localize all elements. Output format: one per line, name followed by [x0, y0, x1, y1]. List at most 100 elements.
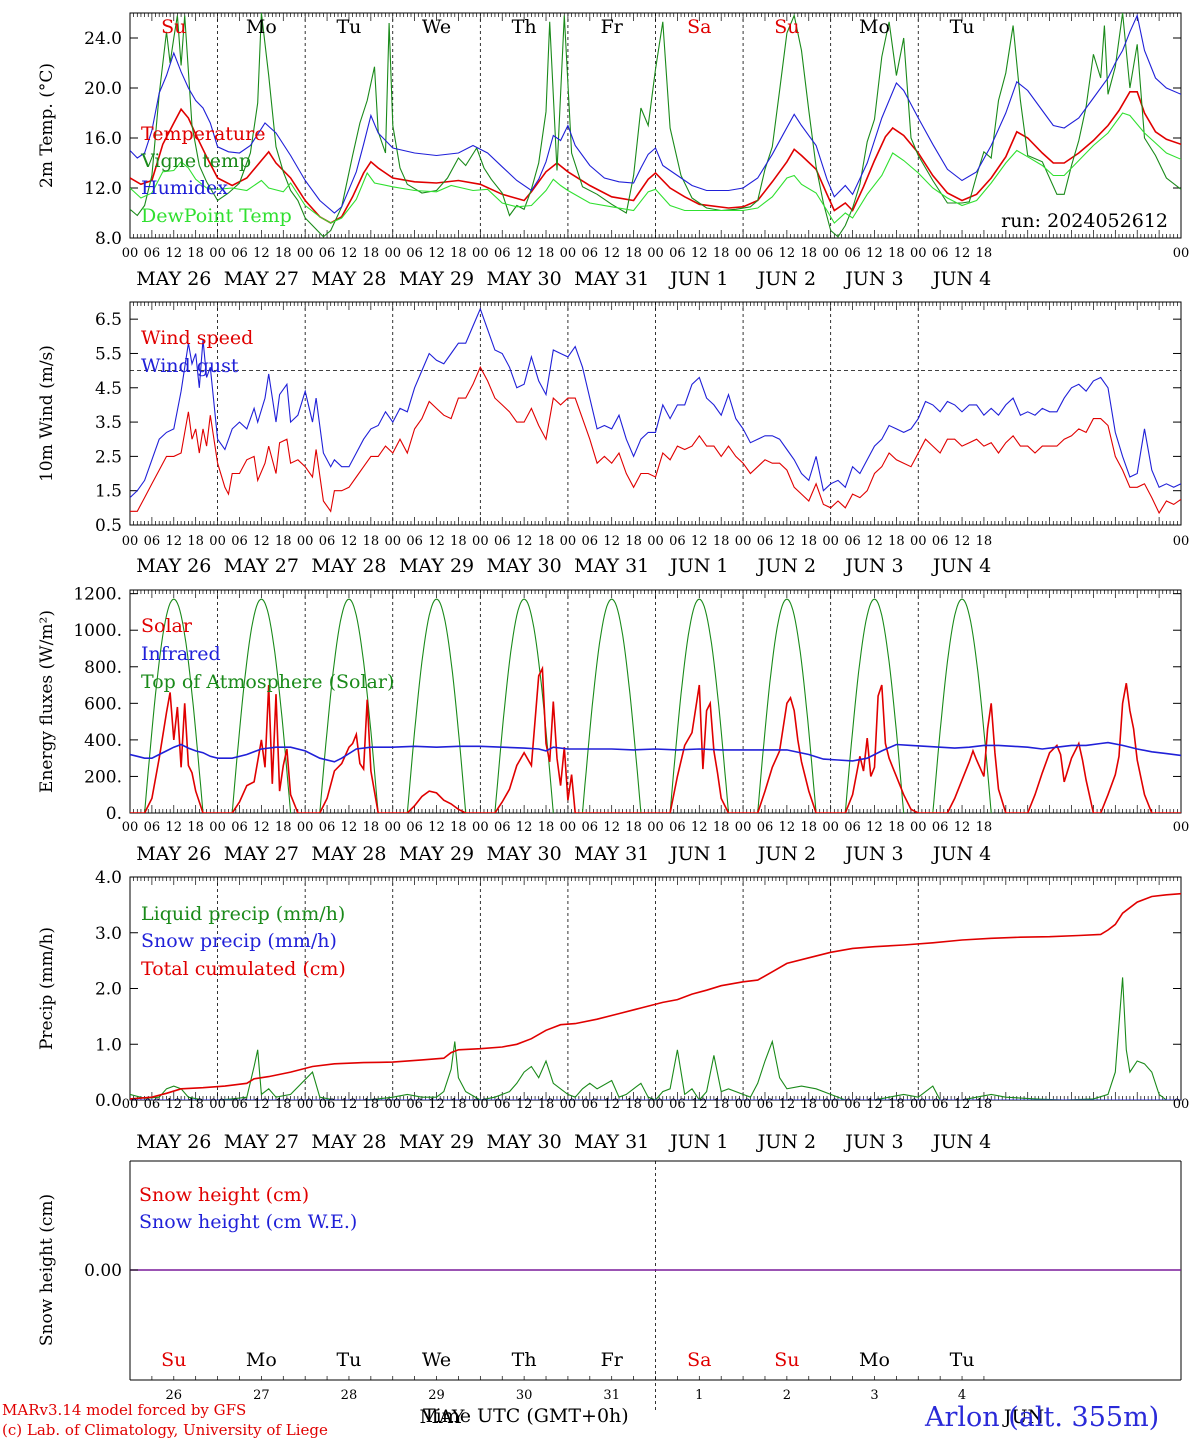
- legend-entry: Top of Atmosphere (Solar): [141, 671, 394, 693]
- hour-label: 18: [275, 246, 292, 261]
- plot-area: [130, 892, 1181, 1100]
- date-label: JUN 4: [931, 1131, 991, 1153]
- legend-entry: Temperature: [141, 123, 265, 145]
- hour-label: 06: [757, 820, 774, 835]
- hour-label: 18: [976, 1097, 993, 1112]
- date-label: MAY 27: [224, 555, 299, 577]
- hour-label: 12: [603, 1097, 620, 1112]
- hour-label: 06: [844, 246, 861, 261]
- hour-label: 06: [231, 820, 248, 835]
- hour-label: 12: [253, 246, 270, 261]
- series-line-3: [130, 892, 1181, 1100]
- hour-label: 18: [275, 1097, 292, 1112]
- legend-entry: Infrared: [141, 643, 221, 665]
- hour-label: 18: [888, 820, 905, 835]
- y-tick-label: 8.0: [95, 229, 122, 249]
- hour-label: 18: [976, 246, 993, 261]
- hour-label: 00: [122, 534, 139, 549]
- day-of-week-label: Sa: [687, 1349, 711, 1371]
- date-label: JUN 1: [668, 843, 728, 865]
- day-number-label: 1: [695, 1388, 703, 1403]
- hour-label: 12: [166, 246, 183, 261]
- y-axis-label: 10m Wind (m/s): [37, 345, 57, 482]
- date-label: MAY 26: [136, 1131, 211, 1153]
- hour-label: 06: [757, 246, 774, 261]
- hour-label: 06: [494, 534, 511, 549]
- hour-label: 12: [954, 246, 971, 261]
- hour-label: 12: [779, 534, 796, 549]
- hour-label: 06: [757, 534, 774, 549]
- y-tick-label: 4.5: [95, 379, 122, 399]
- hour-label: 12: [603, 820, 620, 835]
- y-tick-label: 20.0: [84, 79, 122, 99]
- hour-label: 00: [1173, 820, 1190, 835]
- hour-label: 12: [341, 820, 358, 835]
- day-number-label: 26: [166, 1388, 183, 1403]
- hour-label: 06: [494, 246, 511, 261]
- y-tick-label: 1.0: [95, 1035, 122, 1055]
- date-label: JUN 1: [668, 1131, 728, 1153]
- date-label: JUN 1: [668, 555, 728, 577]
- hour-label: 00: [735, 246, 752, 261]
- hour-label: 18: [888, 534, 905, 549]
- hour-label: 12: [253, 820, 270, 835]
- run-label: run: 2024052612: [1001, 210, 1168, 232]
- y-tick-label: 12.0: [84, 179, 122, 199]
- hour-label: 00: [647, 534, 664, 549]
- hour-label: 00: [822, 1097, 839, 1112]
- date-label: JUN 2: [756, 1131, 816, 1153]
- hour-label: 18: [187, 820, 204, 835]
- hour-label: 18: [187, 246, 204, 261]
- y-axis-label: Snow height (cm): [37, 1194, 57, 1346]
- legend-entry: Snow precip (mm/h): [141, 930, 337, 952]
- hour-label: 06: [144, 1097, 161, 1112]
- date-label: MAY 27: [224, 268, 299, 290]
- hour-label: 06: [932, 820, 949, 835]
- hour-label: 00: [910, 1097, 927, 1112]
- hour-label: 00: [384, 1097, 401, 1112]
- hour-label: 00: [910, 246, 927, 261]
- date-label: JUN 3: [843, 843, 903, 865]
- series-line-1: [130, 91, 1181, 224]
- day-number-label: 2: [783, 1388, 791, 1403]
- hour-label: 00: [384, 534, 401, 549]
- hour-label: 00: [647, 1097, 664, 1112]
- hour-label: 12: [866, 246, 883, 261]
- date-label: JUN 3: [843, 268, 903, 290]
- hour-label: 06: [144, 246, 161, 261]
- hour-label: 06: [494, 1097, 511, 1112]
- hour-label: 06: [406, 1097, 423, 1112]
- date-label: MAY 26: [136, 268, 211, 290]
- hour-label: 12: [516, 534, 533, 549]
- month-label: JUN: [1002, 1406, 1044, 1428]
- date-label: JUN 4: [931, 555, 991, 577]
- hour-label: 06: [319, 820, 336, 835]
- hour-label: 06: [669, 246, 686, 261]
- hour-label: 12: [428, 1097, 445, 1112]
- legend-entry: Snow height (cm W.E.): [139, 1211, 357, 1233]
- hour-label: 18: [625, 534, 642, 549]
- hour-label: 06: [319, 246, 336, 261]
- series-line-1: [130, 365, 1181, 515]
- y-tick-label: 1.5: [95, 482, 122, 502]
- series-line-2: [130, 741, 1181, 763]
- hour-label: 18: [363, 534, 380, 549]
- hour-label: 00: [384, 820, 401, 835]
- hour-label: 12: [341, 246, 358, 261]
- hour-label: 18: [888, 1097, 905, 1112]
- hour-label: 00: [209, 1097, 226, 1112]
- day-of-week-label: Su: [161, 16, 186, 38]
- date-label: MAY 29: [399, 843, 474, 865]
- hour-label: 18: [538, 246, 555, 261]
- panel-1: 8.0 12.0 16.0 20.0 24.0 2m Temp. (°C) Temperat…: [37, 12, 1189, 290]
- legend-entry: Vigne temp: [140, 150, 251, 172]
- hour-label: 00: [297, 246, 314, 261]
- hour-label: 06: [932, 1097, 949, 1112]
- hour-label: 06: [231, 534, 248, 549]
- date-label: JUN 2: [756, 268, 816, 290]
- date-label: MAY 29: [399, 555, 474, 577]
- hour-label: 12: [691, 820, 708, 835]
- date-label: MAY 30: [487, 268, 562, 290]
- panel-5: 0.00 Snow height (cm) Snow height (cm) Snow…: [37, 1160, 1182, 1428]
- date-label: MAY 27: [224, 1131, 299, 1153]
